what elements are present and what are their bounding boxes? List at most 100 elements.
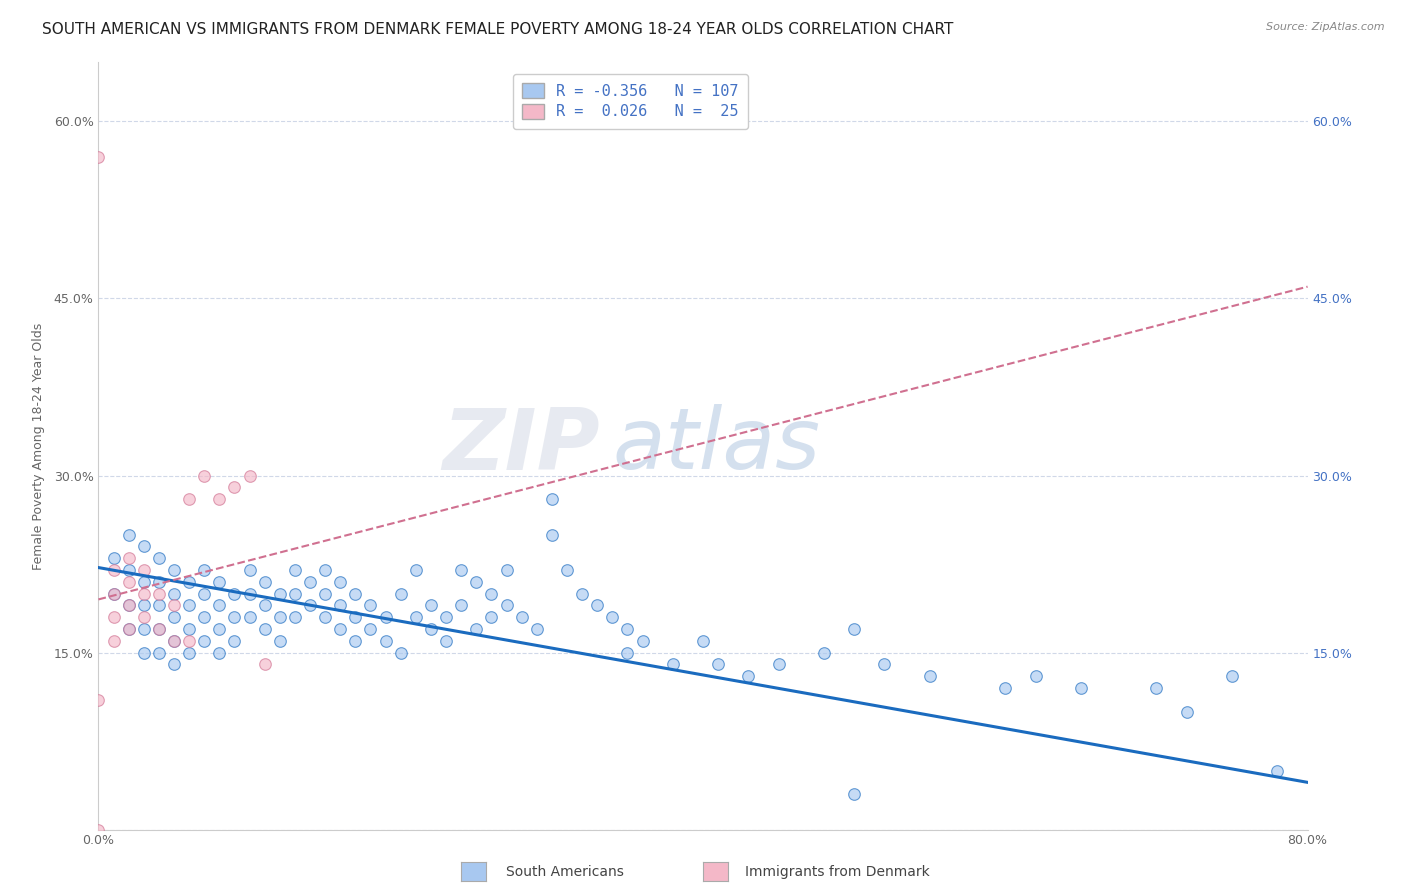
Point (540, 527, 562, 541)
Point (586, 599, 609, 613)
Point (179, 633, 201, 648)
Point (224, 633, 246, 648)
Point (540, 492, 562, 507)
Point (132, 539, 155, 553)
Point (1144, 681, 1167, 695)
Point (118, 574, 141, 589)
Point (269, 633, 291, 648)
Point (148, 551, 170, 566)
Point (284, 610, 307, 624)
Point (118, 622, 141, 636)
Point (1070, 681, 1092, 695)
Point (481, 586, 503, 600)
Point (193, 610, 215, 624)
Point (224, 586, 246, 600)
Point (405, 610, 427, 624)
Point (374, 610, 396, 624)
Point (555, 563, 578, 577)
Point (103, 633, 125, 648)
Point (344, 633, 367, 648)
Point (284, 563, 307, 577)
Point (87, 822, 110, 837)
Point (163, 633, 186, 648)
Point (813, 646, 835, 660)
Point (208, 574, 231, 589)
Point (602, 610, 624, 624)
Point (616, 622, 638, 636)
Point (526, 622, 548, 636)
Point (179, 574, 201, 589)
Point (434, 610, 457, 624)
Point (132, 646, 155, 660)
Point (616, 646, 638, 660)
Point (103, 586, 125, 600)
Point (299, 574, 322, 589)
Text: South Americans: South Americans (506, 865, 624, 880)
Point (208, 646, 231, 660)
Point (132, 586, 155, 600)
Point (510, 610, 533, 624)
Point (87, 692, 110, 706)
Point (465, 622, 488, 636)
Text: Immigrants from Denmark: Immigrants from Denmark (745, 865, 929, 880)
Point (103, 551, 125, 566)
Point (253, 657, 276, 672)
Point (103, 563, 125, 577)
Point (1267, 764, 1289, 778)
Point (571, 586, 593, 600)
Point (1220, 669, 1243, 683)
Point (132, 599, 155, 613)
Point (118, 551, 141, 566)
Point (314, 563, 336, 577)
Point (844, 622, 866, 636)
Point (481, 610, 503, 624)
Legend: R = -0.356   N = 107, R =  0.026   N =  25: R = -0.356 N = 107, R = 0.026 N = 25 (513, 74, 748, 128)
Point (314, 610, 336, 624)
Point (148, 586, 170, 600)
Point (344, 610, 367, 624)
Point (103, 586, 125, 600)
Point (224, 610, 246, 624)
Point (132, 622, 155, 636)
Point (118, 599, 141, 613)
Point (329, 574, 352, 589)
Point (193, 633, 215, 648)
Point (163, 633, 186, 648)
Point (450, 563, 472, 577)
Point (103, 610, 125, 624)
Point (163, 599, 186, 613)
Point (465, 574, 488, 589)
Point (495, 599, 517, 613)
Point (405, 563, 427, 577)
Point (253, 599, 276, 613)
Point (389, 646, 412, 660)
Point (873, 657, 896, 672)
Point (692, 633, 714, 648)
Point (208, 622, 231, 636)
Point (994, 681, 1017, 695)
Point (1024, 669, 1046, 683)
Point (118, 563, 141, 577)
Point (299, 599, 322, 613)
Point (148, 622, 170, 636)
Point (163, 657, 186, 672)
Point (434, 633, 457, 648)
Point (284, 586, 307, 600)
Point (118, 599, 141, 613)
Point (163, 563, 186, 577)
Point (239, 563, 262, 577)
Point (148, 646, 170, 660)
Point (450, 599, 472, 613)
Point (314, 586, 336, 600)
Point (87, 150, 110, 164)
Point (163, 610, 186, 624)
Point (132, 574, 155, 589)
Text: ZIP: ZIP (443, 404, 600, 488)
Text: atlas: atlas (613, 404, 820, 488)
Point (239, 610, 262, 624)
Point (661, 657, 683, 672)
Point (132, 563, 155, 577)
Point (239, 586, 262, 600)
Point (1175, 705, 1198, 719)
Point (179, 599, 201, 613)
